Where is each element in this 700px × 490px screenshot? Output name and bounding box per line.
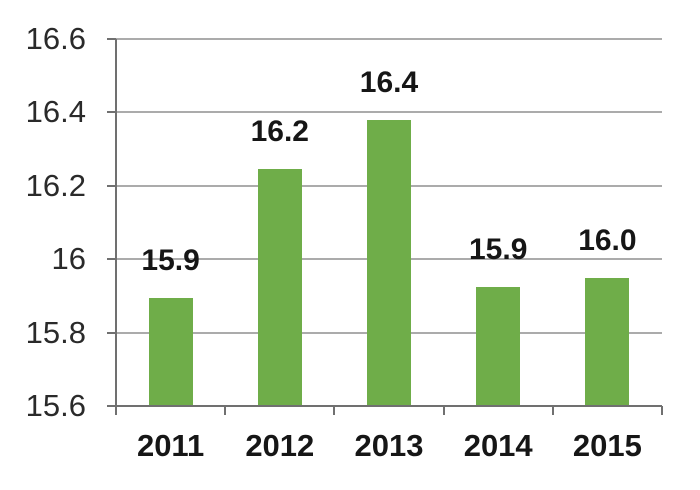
bar [148,297,193,406]
y-axis-tick [107,111,116,114]
x-axis-tick [442,406,445,415]
bar [257,169,302,406]
x-category-label: 2015 [572,428,642,463]
y-axis-tick [107,331,116,334]
y-tick-label: 15.6 [25,388,86,423]
x-category-label: 2013 [354,428,424,463]
x-axis-tick [333,406,336,415]
bar-value-label: 16.2 [250,115,309,149]
bar [476,286,521,406]
y-tick-label: 16 [51,241,86,277]
bar-value-label: 16.0 [578,223,637,257]
x-axis-tick [661,406,663,415]
bar-value-label: 15.9 [468,232,528,266]
bar-value-label: 15.9 [141,243,200,277]
x-category-label: 2014 [463,428,533,463]
x-category-label: 2011 [136,428,205,463]
gridline [116,38,662,40]
y-axis-tick [107,405,116,407]
y-tick-label: 16.6 [25,21,86,56]
y-axis-tick [107,184,116,187]
y-tick-label: 16.2 [25,167,86,203]
x-axis-tick [551,406,554,415]
x-axis-tick [224,406,227,415]
y-axis-tick [107,38,116,40]
x-axis-line [116,405,662,407]
gridline [116,111,662,114]
y-axis-line [115,39,117,415]
bar [367,119,411,406]
y-tick-label: 15.8 [25,314,86,350]
y-tick-label: 16.4 [25,94,86,130]
bar [585,277,630,406]
bar-value-label: 16.4 [359,65,419,99]
x-category-label: 2012 [245,428,315,463]
y-axis-tick [107,258,116,261]
